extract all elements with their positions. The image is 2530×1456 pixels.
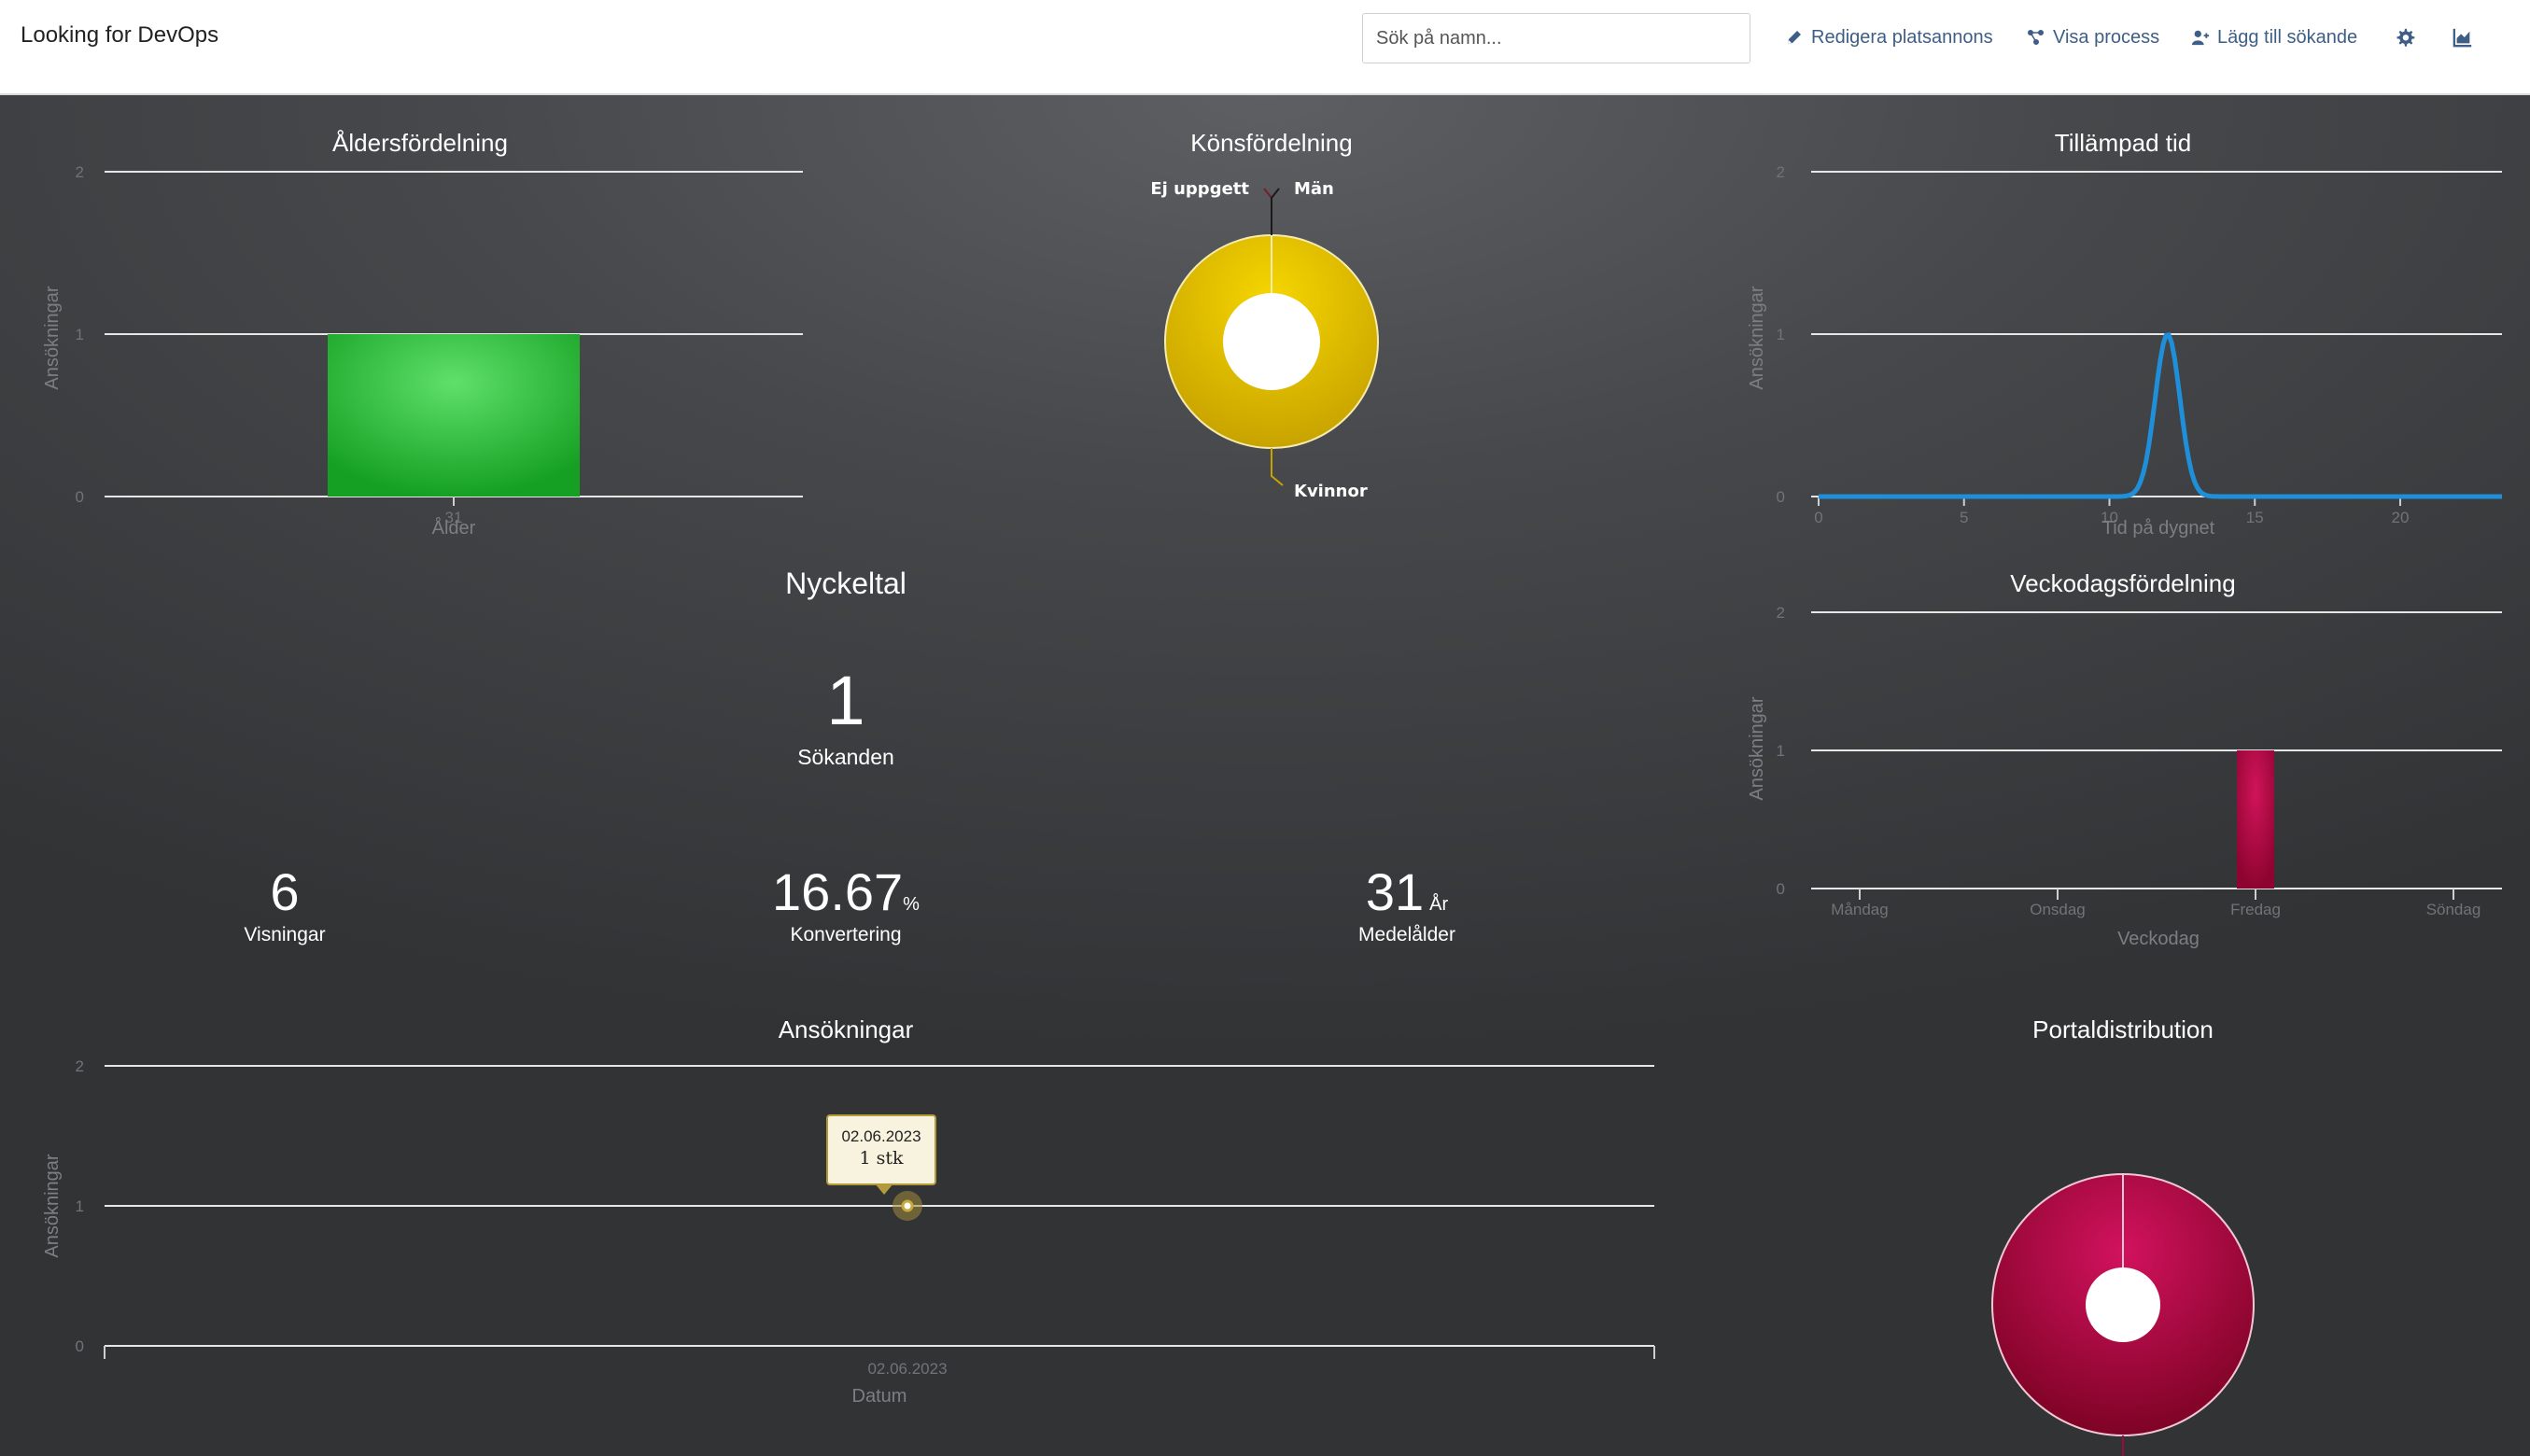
kpi-conversion-value: 16.67	[772, 862, 904, 921]
weekday-xtick-label: Söndag	[2426, 901, 2481, 918]
kpi-title-text: Nyckeltal	[785, 567, 907, 600]
gender-slice-label: Män	[1294, 179, 1334, 199]
kpi-average-age-unit: År	[1429, 894, 1449, 915]
gender-slice-label: Ej uppgett	[1150, 179, 1249, 199]
add-user-icon	[2191, 30, 2210, 46]
kpi-conversion-unit: %	[903, 894, 920, 915]
kpi-views-value: 6	[270, 862, 300, 921]
weekday-bar	[2237, 750, 2274, 889]
time-chart-xlabel: Tid på dygnet	[2102, 518, 2215, 539]
weekday-ytick-label: 2	[1777, 604, 1785, 622]
chart-tooltip: 02.06.2023 1 stk	[826, 1114, 936, 1195]
portal-label-connector	[2122, 1435, 2124, 1456]
dashboard: Åldersfördelning 0 1 2 31 Ålder Ansökningar…	[0, 95, 2530, 1456]
kpi-average-age-label: Medelålder	[1358, 924, 1455, 945]
portal-donut-hole	[2086, 1267, 2160, 1342]
kpi-applicants-label: Sökanden	[797, 745, 894, 769]
applications-chart-plot: 0 1 2 02.06.2023	[76, 1057, 1655, 1378]
applications-ytick-label: 2	[76, 1057, 84, 1075]
applications-ytick-label: 0	[76, 1337, 84, 1355]
gender-donut-hole	[1223, 293, 1320, 390]
tooltip-arrow	[875, 1183, 893, 1195]
weekday-distribution-chart: Veckodagsfördelning 0 1 2 Måndag Onsdag Freda…	[1747, 569, 2502, 949]
weekday-xtick-label: Måndag	[1831, 901, 1888, 918]
search-input[interactable]	[1362, 13, 1750, 63]
applications-chart-xlabel: Datum	[852, 1386, 907, 1407]
kpi-average-age-value: 31	[1365, 862, 1425, 921]
kpi-views-label: Visningar	[244, 924, 326, 945]
tooltip-count: 1 stk	[859, 1148, 904, 1169]
time-series-line	[1819, 332, 2502, 499]
weekday-xtick-label: Fredag	[2230, 901, 2281, 918]
time-chart-ylabel: Ansökningar	[1747, 286, 1767, 390]
gear-icon	[2396, 28, 2415, 47]
gender-slice-label: Kvinnor	[1294, 482, 1368, 501]
age-ytick-label: 1	[76, 326, 84, 343]
kpi-views: 6 Visningar	[145, 866, 425, 946]
kpi-average-age: 31 År Medelålder	[1267, 866, 1547, 946]
applications-chart-ylabel: Ansökningar	[42, 1154, 63, 1258]
time-xtick-label: 5	[1960, 509, 1968, 526]
settings-button[interactable]	[2392, 24, 2418, 50]
gender-label-connector	[1271, 448, 1284, 486]
top-bar: Looking for DevOps Redigera platsannons …	[0, 0, 2530, 95]
kpi-conversion-label: Konvertering	[790, 924, 902, 945]
applications-xtick-label: 02.06.2023	[867, 1360, 947, 1378]
age-bar	[328, 334, 580, 497]
tooltip-date: 02.06.2023	[841, 1127, 921, 1145]
time-ytick-label: 0	[1777, 488, 1785, 506]
time-xtick-label: 20	[2392, 509, 2410, 526]
applications-chart: Ansökningar 0 1 2 02.06.2023 Datum Ansöknin…	[42, 1015, 1655, 1407]
page-title: Looking for DevOps	[21, 22, 219, 48]
applications-point	[901, 1199, 914, 1212]
age-ytick-label: 2	[76, 163, 84, 181]
statistics-button[interactable]	[2450, 24, 2476, 50]
time-xtick-label: 0	[1814, 509, 1822, 526]
age-ytick-label: 0	[76, 488, 84, 506]
applications-chart-title: Ansökningar	[779, 1015, 914, 1043]
add-applicant-button[interactable]: Lägg till sökande	[2191, 24, 2357, 50]
weekday-chart-title: Veckodagsfördelning	[2010, 569, 2235, 597]
gender-label-connector	[1263, 188, 1272, 235]
time-xtick-label: 15	[2246, 509, 2264, 526]
weekday-chart-ylabel: Ansökningar	[1747, 696, 1767, 801]
age-chart-ylabel: Ansökningar	[42, 286, 63, 390]
applications-ytick-label: 1	[76, 1197, 84, 1215]
weekday-chart-xlabel: Veckodag	[2117, 929, 2200, 949]
weekday-xtick-label: Onsdag	[2030, 901, 2086, 918]
pencil-icon	[1788, 31, 1801, 44]
portal-distribution-chart: Portaldistribution page.recman	[1991, 1015, 2255, 1456]
kpi-applicants: 1 Sökanden	[706, 666, 986, 770]
time-chart-title: Tillämpad tid	[2055, 129, 2191, 157]
show-process-button[interactable]: Visa process	[2027, 24, 2159, 50]
time-ytick-label: 2	[1777, 163, 1785, 181]
portal-chart-title: Portaldistribution	[2032, 1015, 2214, 1043]
add-applicant-label: Lägg till sökande	[2217, 26, 2358, 48]
age-chart-plot: 0 1 2 31	[76, 163, 803, 526]
time-xtick-label: 10	[2101, 509, 2118, 526]
age-distribution-chart: Åldersfördelning 0 1 2 31 Ålder Ansökningar	[42, 129, 803, 539]
weekday-ytick-label: 1	[1777, 742, 1785, 760]
process-icon	[2028, 30, 2044, 45]
weekday-chart-plot: 0 1 2 Måndag Onsdag Fredag Söndag	[1777, 604, 2502, 918]
show-process-label: Visa process	[2053, 26, 2160, 48]
age-chart-xlabel: Ålder	[432, 517, 476, 539]
gender-label-connector	[1271, 188, 1280, 235]
gender-distribution-chart: Könsfördelning Ej uppgett Män Kvinnor	[1150, 129, 1379, 501]
kpi-title: Nyckeltal	[659, 567, 1033, 601]
chart-icon	[2453, 28, 2472, 48]
edit-job-ad-button[interactable]: Redigera platsannons	[1785, 24, 1993, 50]
age-xtick-label: 31	[445, 509, 463, 526]
weekday-ytick-label: 0	[1777, 880, 1785, 898]
time-ytick-label: 1	[1777, 326, 1785, 343]
portal-chart-plot: page.recman	[1991, 1173, 2255, 1456]
edit-job-ad-label: Redigera platsannons	[1811, 26, 1993, 48]
kpi-applicants-value: 1	[826, 662, 865, 739]
kpi-conversion: 16.67% Konvertering	[706, 866, 986, 946]
age-chart-title: Åldersfördelning	[332, 129, 508, 157]
gender-chart-plot: Ej uppgett Män Kvinnor	[1150, 179, 1379, 501]
gender-chart-title: Könsfördelning	[1190, 129, 1352, 157]
